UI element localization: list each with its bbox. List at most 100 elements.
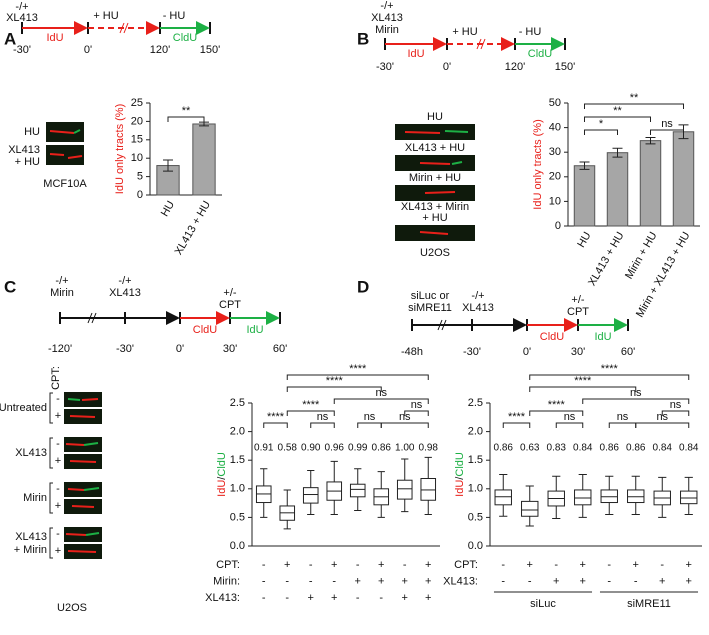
significance-label: ns: [411, 399, 423, 411]
significance-label: ****: [574, 375, 592, 387]
y-tick-label: 2.5: [230, 397, 245, 409]
schematic-text: 120': [505, 61, 525, 73]
schematic-text: 0': [443, 61, 451, 73]
significance-bracket: [286, 374, 429, 380]
box: [521, 500, 539, 517]
y-tick-label: 10: [549, 195, 561, 207]
schematic-text: -/+: [380, 0, 393, 12]
whisker-high: [424, 456, 432, 479]
whisker-high: [307, 469, 315, 488]
y-tick-label: 1.5: [230, 454, 245, 466]
schematic-text: 150': [200, 44, 220, 56]
box: [680, 490, 698, 505]
significance-bracket: [357, 422, 382, 428]
condition-label: Mirin:: [213, 575, 240, 587]
whisker-low: [307, 503, 315, 516]
median-label: 0.84: [573, 443, 593, 454]
y-axis-label: IdU/CldU: [454, 452, 466, 497]
y-tick-label: 5: [137, 171, 143, 183]
image-label: Mirin: [23, 492, 47, 504]
condition-label: XL413:: [443, 575, 478, 587]
whisker-low: [658, 504, 667, 518]
median-label: 0.98: [419, 443, 439, 454]
image-label: XL413: [15, 531, 47, 543]
median-label: 1.00: [395, 443, 415, 454]
bar: [639, 140, 662, 227]
box: [349, 483, 366, 498]
whisker-high: [377, 471, 385, 489]
schematic-text: 60': [273, 343, 287, 355]
whisker-low: [525, 516, 534, 527]
box: [574, 489, 592, 506]
condition-value: +: [686, 559, 692, 571]
significance-bracket: [555, 422, 584, 428]
significance-label: ns: [656, 411, 668, 423]
sign: -: [56, 483, 60, 495]
significance-label: ns: [630, 387, 642, 399]
y-tick-label: 0.0: [468, 540, 483, 552]
schematic-text: 120': [150, 44, 170, 56]
condition-value: -: [262, 575, 266, 587]
condition-value: +: [425, 592, 431, 604]
significance-label: ns: [375, 387, 387, 399]
condition-value: -: [356, 559, 360, 571]
schematic-text: -/+: [15, 1, 28, 13]
panel-label: C: [4, 277, 16, 296]
box: [396, 479, 413, 500]
error-bar: [199, 121, 209, 127]
condition-value: +: [425, 559, 431, 571]
significance-bracket: [529, 374, 690, 380]
schematic-text: IdU: [594, 331, 611, 343]
schematic-text: -30': [376, 61, 394, 73]
condition-value: -: [379, 592, 383, 604]
y-axis-label-part: CldU: [454, 452, 466, 477]
y-tick-label: 25: [131, 97, 143, 109]
y-tick-label: 1.5: [468, 454, 483, 466]
schematic-text: CldU: [193, 324, 218, 336]
y-tick-label: 15: [131, 134, 143, 146]
condition-label: CPT:: [454, 559, 478, 571]
condition-value: +: [686, 575, 692, 587]
schematic-text: CldU: [528, 48, 553, 60]
whisker-low: [283, 520, 291, 530]
schematic-text: -/+: [55, 275, 68, 287]
significance-label: ns: [364, 411, 376, 423]
schematic-text: CldU: [540, 331, 565, 343]
condition-value: -: [403, 559, 407, 571]
schematic-text: Mirin: [50, 287, 74, 299]
condition-value: -: [501, 559, 505, 571]
significance-label: ns: [617, 411, 629, 423]
panel-label: D: [357, 277, 369, 296]
box: [600, 489, 618, 504]
image-label: XL413: [8, 144, 40, 156]
schematic-text: CPT: [219, 299, 241, 311]
image-label: XL413 + HU: [405, 142, 465, 154]
whisker-high: [605, 475, 614, 490]
y-tick-label: 0.5: [468, 511, 483, 523]
whisker-high: [525, 485, 534, 502]
whisker-low: [330, 500, 338, 516]
bar: [192, 123, 216, 196]
schematic-text: + HU: [93, 10, 118, 22]
significance-bracket: [286, 386, 382, 392]
condition-value: -: [660, 559, 664, 571]
schematic-text: -/+: [471, 290, 484, 302]
condition-value: -: [607, 559, 611, 571]
significance-bracket: [584, 103, 684, 109]
y-axis-label-part: IdU: [454, 480, 466, 497]
sign: +: [55, 500, 61, 512]
y-tick-label: 1.0: [468, 483, 483, 495]
y-tick-label: 1.0: [230, 483, 245, 495]
significance-label: ****: [548, 399, 566, 411]
y-axis-label: IdU only tracts (%): [114, 104, 126, 194]
y-tick-label: 50: [549, 97, 561, 109]
schematic-text: 150': [555, 61, 575, 73]
median-label: 0.86: [494, 443, 514, 454]
y-axis-label-part: IdU: [216, 480, 228, 497]
whisker-low: [377, 504, 385, 518]
significance-label: ns: [317, 411, 329, 423]
condition-value: +: [633, 559, 639, 571]
significance-label: **: [630, 92, 639, 104]
condition-value: -: [285, 592, 289, 604]
median-label: 0.58: [278, 443, 298, 454]
